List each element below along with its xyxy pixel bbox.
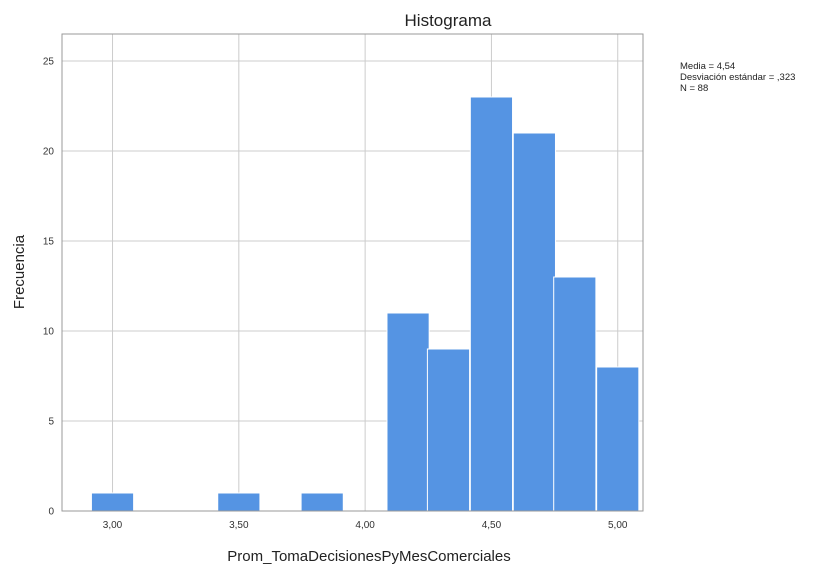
chart-title: Histograma: [405, 11, 492, 30]
x-axis-label: Prom_TomaDecisionesPyMesComerciales: [227, 548, 510, 565]
histogram-bar-3: [300, 492, 344, 512]
stats-line-3: N = 88: [680, 83, 708, 94]
histogram-bar-9: [596, 366, 640, 512]
y-tick-label: 20: [43, 147, 55, 158]
histogram-bar-7: [512, 132, 556, 512]
y-axis-label: Frecuencia: [11, 234, 28, 309]
stats-line-1: Media = 4,54: [680, 61, 735, 72]
y-tick-label: 15: [43, 237, 55, 248]
y-tick-label: 25: [43, 57, 55, 68]
histogram-bar-8: [553, 276, 597, 512]
y-tick-label: 5: [48, 417, 54, 428]
x-tick-label: 4,50: [482, 520, 502, 531]
histogram-bar-2: [217, 492, 261, 512]
x-tick-labels: 3,00 3,50 4,00 4,50 5,00: [103, 520, 628, 531]
histogram-bar-5: [426, 348, 471, 512]
plot-frame: [61, 33, 644, 512]
histogram-bar-4: [386, 312, 430, 512]
stats-line-2: Desviación estándar = ,323: [680, 72, 795, 83]
histogram-bar-1: [90, 492, 135, 512]
bars: [90, 96, 640, 512]
histogram-bar-6: [469, 96, 514, 512]
x-tick-label: 4,00: [355, 520, 375, 531]
y-tick-label: 10: [43, 327, 55, 338]
y-tick-labels: 0 5 10 15 20 25: [43, 57, 55, 518]
x-tick-label: 5,00: [608, 520, 628, 531]
y-tick-label: 0: [48, 507, 54, 518]
x-tick-label: 3,50: [229, 520, 249, 531]
x-tick-label: 3,00: [103, 520, 123, 531]
